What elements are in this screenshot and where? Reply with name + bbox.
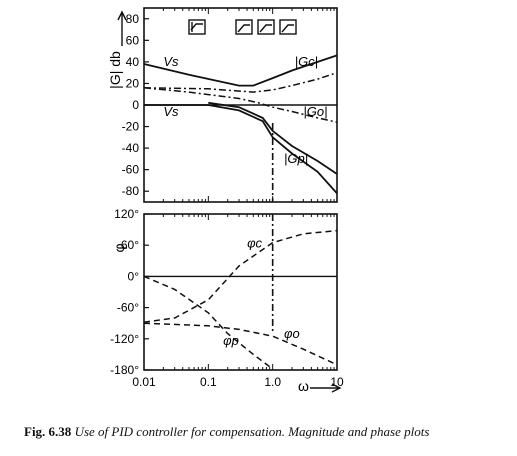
series-line-3 xyxy=(143,71,338,93)
magnitude-axis-label: |G| db xyxy=(107,51,123,89)
y-tick-label: 0° xyxy=(128,269,140,283)
annotation-label: |Go| xyxy=(303,104,327,119)
y-tick-label: -20 xyxy=(122,120,140,134)
y-tick-label: 0 xyxy=(132,98,139,112)
block-icon-pd-1 xyxy=(235,19,253,35)
phase-axis-label: φ xyxy=(111,243,127,252)
y-tick-label: 60° xyxy=(121,238,139,252)
figure-caption-text: Use of PID controller for compensation. … xyxy=(74,424,430,439)
phase-plot-frame xyxy=(143,213,338,371)
series-line-1 xyxy=(144,104,338,195)
annotation-label: Vs xyxy=(163,104,179,119)
figure-number: Fig. 6.38 xyxy=(24,424,72,439)
block-icon-pi xyxy=(188,19,206,35)
annotation-label: φc xyxy=(247,235,262,250)
series-line-0 xyxy=(143,229,338,323)
series-line-4 xyxy=(208,101,338,175)
y-tick-label: -40 xyxy=(122,141,140,155)
x-tick-label: 1.0 xyxy=(264,375,281,389)
annotation-label: φp xyxy=(223,333,239,348)
y-tick-label: -180° xyxy=(110,363,139,377)
series-line-2 xyxy=(143,322,338,366)
series-line-2 xyxy=(143,87,338,123)
series-line-1 xyxy=(143,275,274,370)
block-icon-pd-3 xyxy=(279,19,297,35)
y-tick-label: 120° xyxy=(114,207,139,221)
block-icon-pd-2 xyxy=(257,19,275,35)
x-tick-label: 0.1 xyxy=(200,375,217,389)
phase-plot: 120°60°0°-60°-120°-180°0.01 0.1 1.0 10 φcφo… xyxy=(110,207,344,394)
figure-caption: Fig. 6.38 Use of PID controller for comp… xyxy=(24,424,514,440)
y-tick-label: -60° xyxy=(117,301,139,315)
y-tick-label: -80 xyxy=(122,184,140,198)
y-tick-label: -120° xyxy=(110,332,139,346)
y-tick-label: 40 xyxy=(126,55,140,69)
x-axis-label: ω xyxy=(298,378,309,394)
y-tick-label: 80 xyxy=(126,12,140,26)
x-axis-arrow xyxy=(310,383,342,393)
annotation-label: |Gc| xyxy=(295,54,318,69)
y-tick-label: -60 xyxy=(122,163,140,177)
annotation-label: φo xyxy=(284,326,300,341)
x-tick-label: 0.01 xyxy=(132,375,156,389)
controller-block-icons xyxy=(188,19,297,35)
magnitude-plot: 80 60 40 20 0 -20 -40 -60 -80 Vs Vs |Gc| |Go| |Gp| |… xyxy=(107,7,338,203)
annotation-label: Vs xyxy=(163,54,179,69)
y-tick-label: 20 xyxy=(126,76,140,90)
annotation-label: |Gp| xyxy=(284,151,308,166)
magnitude-axis-arrow xyxy=(117,10,127,46)
y-tick-label: 60 xyxy=(126,33,140,47)
series-line-0 xyxy=(143,54,338,87)
